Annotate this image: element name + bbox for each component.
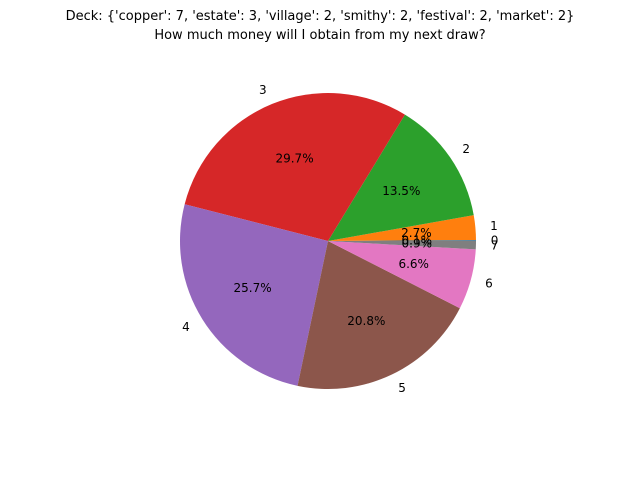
- slice-label-4: 4: [182, 320, 190, 334]
- pie-slice-6: [328, 241, 476, 309]
- slice-percent-1: 2.7%: [401, 226, 432, 240]
- slice-percent-3: 29.7%: [275, 152, 313, 166]
- pie-slice-1: [328, 215, 476, 241]
- slice-label-7: 7: [491, 239, 499, 253]
- slice-label-0: 0: [491, 233, 499, 247]
- slice-label-2: 2: [462, 142, 470, 156]
- slice-percent-4: 25.7%: [234, 281, 272, 295]
- slice-label-1: 1: [490, 219, 498, 233]
- pie-slices: [179, 93, 476, 389]
- chart-title: Deck: {'copper': 7, 'estate': 3, 'villag…: [66, 9, 575, 24]
- slice-label-3: 3: [259, 83, 267, 97]
- pie-slice-2: [328, 114, 474, 241]
- pie-slice-7: [328, 241, 476, 250]
- slice-percent-2: 13.5%: [382, 184, 420, 198]
- slice-label-6: 6: [485, 276, 493, 290]
- pie-slice-3: [184, 93, 405, 241]
- pie-slice-0: [328, 240, 476, 241]
- slice-percent-7: 0.9%: [402, 237, 433, 251]
- pie-slice-4: [179, 204, 328, 386]
- slice-percent-0: 0.1%: [402, 234, 433, 248]
- pie-slice-5: [297, 241, 460, 389]
- chart-subtitle: How much money will I obtain from my nex…: [154, 28, 485, 43]
- slice-percent-5: 20.8%: [347, 314, 385, 328]
- slice-label-5: 5: [398, 381, 406, 395]
- slice-percent-6: 6.6%: [398, 257, 429, 271]
- pie-labels: 0 0.1% 1 2.7% 2 13.5% 3 29.7% 4 25.7% 5 20.8% 6 6.6% 7…: [182, 83, 498, 395]
